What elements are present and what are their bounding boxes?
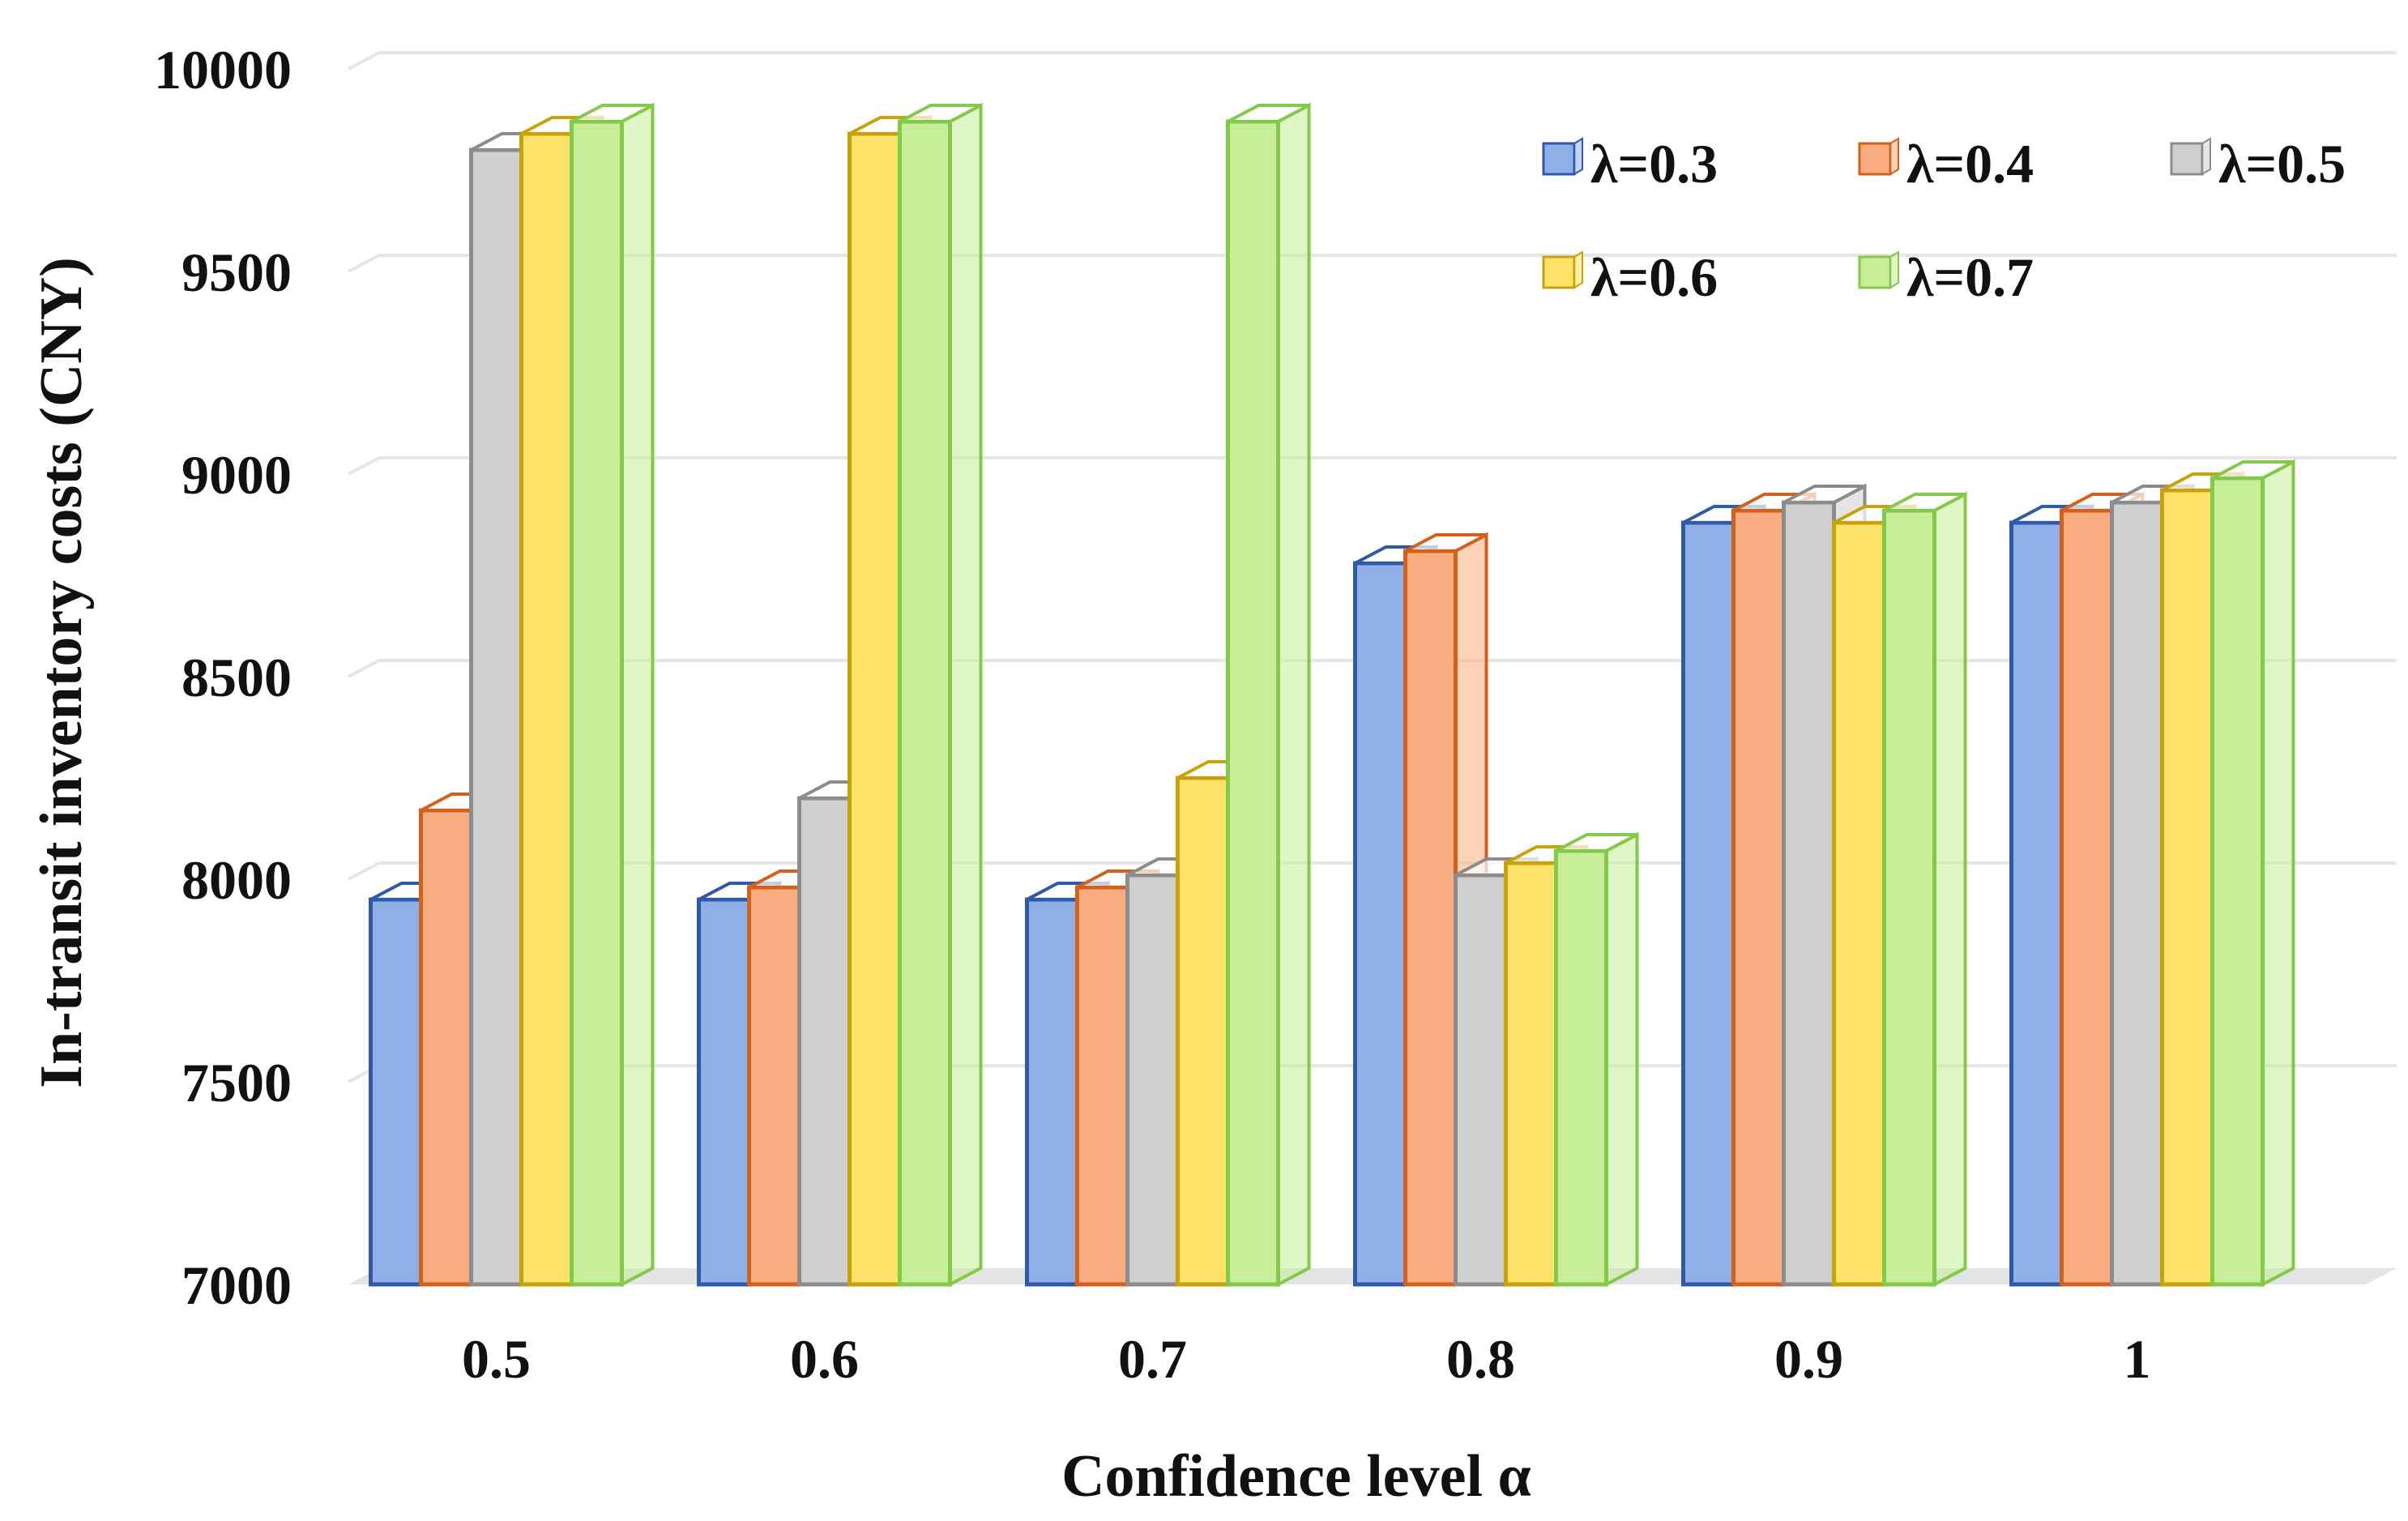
y-axis-title: In-transit inventory costs (CNY) xyxy=(28,257,95,1088)
legend-item: λ=0.5 xyxy=(2170,133,2346,194)
legend-swatch xyxy=(1858,255,1892,289)
bar xyxy=(1882,491,1967,1288)
bar-front xyxy=(747,885,801,1287)
bar-front xyxy=(469,147,523,1287)
legend-label: λ=0.5 xyxy=(2218,133,2346,194)
bar-front xyxy=(2210,476,2265,1287)
bar xyxy=(898,102,983,1288)
bar-front xyxy=(1226,119,1280,1287)
bar-top xyxy=(1227,104,1310,123)
bar-front xyxy=(2009,520,2064,1287)
legend-swatch xyxy=(2170,142,2204,176)
x-axis-ticks: 0.5 0.6 0.7 0.8 0.9 1 xyxy=(462,1328,2151,1390)
x-tick-label: 0.7 xyxy=(1118,1328,1187,1390)
bar-front xyxy=(1681,520,1736,1287)
y-tick-label: 9000 xyxy=(181,444,292,506)
bar-top xyxy=(1883,493,1966,512)
y-tick-label: 8000 xyxy=(181,849,292,911)
bar-front xyxy=(1882,508,1936,1287)
bar-top xyxy=(1404,533,1488,553)
bar-front xyxy=(1554,848,1608,1287)
bar-front xyxy=(1504,861,1558,1287)
bar-front xyxy=(1075,885,1129,1287)
legend-swatch-side xyxy=(1573,137,1583,176)
bar-front xyxy=(519,131,574,1287)
bar-front xyxy=(1731,508,1786,1287)
x-tick-label: 0.8 xyxy=(1446,1328,1515,1390)
y-tick-label: 10000 xyxy=(154,39,292,100)
bar-front xyxy=(1125,873,1180,1287)
legend-item: λ=0.4 xyxy=(1858,133,2034,194)
bar-top xyxy=(2211,460,2295,480)
x-tick-label: 0.9 xyxy=(1774,1328,1843,1390)
bar-side xyxy=(1276,102,1311,1288)
gridline xyxy=(348,254,2397,273)
bar-top xyxy=(1783,485,1866,504)
bar-front xyxy=(1454,873,1508,1287)
x-axis-title: Confidence level α xyxy=(1061,1443,1531,1510)
bar-front xyxy=(419,808,473,1287)
legend-swatch xyxy=(1858,142,1892,176)
bar-front xyxy=(1176,775,1230,1287)
bar xyxy=(570,102,655,1288)
legend-label: λ=0.3 xyxy=(1590,133,1718,194)
bar-top xyxy=(570,104,654,123)
bar-front xyxy=(2060,508,2114,1287)
bar-front xyxy=(570,119,624,1287)
legend-label: λ=0.4 xyxy=(1906,133,2034,194)
x-tick-label: 0.5 xyxy=(462,1328,531,1390)
x-tick-label: 0.6 xyxy=(790,1328,859,1390)
bar-front xyxy=(847,131,902,1287)
legend-label: λ=0.6 xyxy=(1590,246,1718,308)
y-tick-label: 8500 xyxy=(181,647,292,708)
y-tick-label: 7500 xyxy=(181,1052,292,1113)
bar-side xyxy=(620,102,655,1288)
legend-swatch-side xyxy=(1889,137,1899,176)
bar xyxy=(1554,831,1639,1288)
bar-side xyxy=(1604,831,1639,1288)
bar-top xyxy=(1555,833,1638,852)
y-tick-label: 9500 xyxy=(181,241,292,303)
bars xyxy=(369,102,2295,1288)
bar-front xyxy=(1353,561,1407,1287)
bar-front xyxy=(1403,549,1458,1287)
gridline xyxy=(348,456,2397,476)
legend-swatch-side xyxy=(1889,250,1899,289)
bar-front xyxy=(2110,500,2164,1287)
legend-swatch-side xyxy=(2201,137,2211,176)
y-axis-ticks: 7000 7500 8000 8500 9000 9500 10000 xyxy=(154,39,292,1316)
x-tick-label: 1 xyxy=(2124,1328,2151,1390)
bar-front xyxy=(369,897,423,1287)
bar-side xyxy=(948,102,983,1288)
bar-front xyxy=(1832,520,1886,1287)
bar-side xyxy=(2261,459,2295,1288)
bar-front xyxy=(697,897,751,1287)
bar-front xyxy=(898,119,952,1287)
y-tick-label: 7000 xyxy=(181,1254,292,1316)
legend: λ=0.3 λ=0.4 λ=0.5 λ=0.6 λ=0.7 xyxy=(1542,133,2346,308)
legend-swatch-side xyxy=(1573,250,1583,289)
bar-front xyxy=(2160,488,2214,1287)
bar xyxy=(1226,102,1311,1288)
legend-label: λ=0.7 xyxy=(1906,246,2034,308)
bar-front xyxy=(1782,500,1836,1287)
gridline xyxy=(348,51,2397,70)
legend-swatch xyxy=(1542,255,1576,289)
legend-item: λ=0.7 xyxy=(1858,246,2034,308)
bar-front xyxy=(1025,897,1079,1287)
bar-front xyxy=(797,796,852,1287)
legend-swatch xyxy=(1542,142,1576,176)
bar-side xyxy=(1932,491,1967,1288)
bar xyxy=(2210,459,2295,1288)
legend-item: λ=0.6 xyxy=(1542,246,1718,308)
legend-item: λ=0.3 xyxy=(1542,133,1718,194)
bar-top xyxy=(899,104,982,123)
